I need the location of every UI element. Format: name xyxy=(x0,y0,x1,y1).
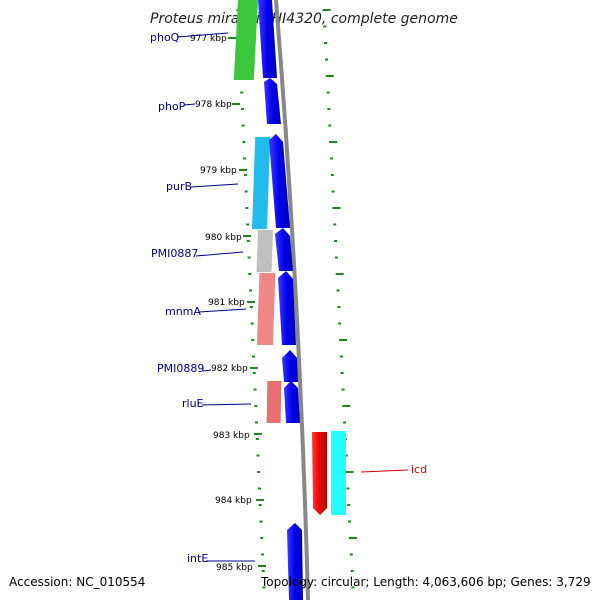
cds-arrow-mnmA xyxy=(278,271,296,345)
cds-arrow-PMI0889 xyxy=(282,350,298,382)
gene-label-text: PMI0889 xyxy=(157,362,204,375)
tick-984: 984 kbp xyxy=(215,496,264,506)
genome-backbone-arc xyxy=(274,0,310,600)
cds-arrow-phoP xyxy=(264,78,281,124)
gene-label-text: phoP xyxy=(158,100,186,113)
cog-track xyxy=(233,0,346,515)
tick-label: 982 kbp xyxy=(211,364,248,374)
gene-label-text: mnmA xyxy=(165,305,201,318)
outer-tick-track xyxy=(322,9,357,589)
gene-label-text: intE xyxy=(187,552,208,565)
tick-label: 984 kbp xyxy=(215,496,252,506)
cds-arrow-PMI0887 xyxy=(275,228,293,271)
tick-980: 980 kbp xyxy=(205,233,251,243)
kbp-ticks: 977 kbp 978 kbp 979 kbp 980 kbp 981 kbp … xyxy=(190,34,266,573)
gene-label-text: icd xyxy=(411,463,427,476)
cds-arrow-purB xyxy=(269,134,290,228)
cds-arrow-rluE xyxy=(284,381,300,423)
cog-segment-purB xyxy=(252,137,271,229)
map-title: Proteus mirabilis HI4320, complete genom… xyxy=(150,11,458,27)
gene-label-PMI0889: PMI0889 xyxy=(157,362,212,375)
tick-label: 977 kbp xyxy=(190,34,227,44)
gene-label-text: purB xyxy=(166,180,192,193)
tick-label: 980 kbp xyxy=(205,233,242,243)
tick-label: 983 kbp xyxy=(213,431,250,441)
cds-track xyxy=(258,0,327,600)
gene-label-mnmA: mnmA xyxy=(165,305,247,318)
tick-983: 983 kbp xyxy=(213,431,262,441)
genome-summary-text: Topology: circular; Length: 4,063,606 bp… xyxy=(260,575,591,589)
gene-label-purB: purB xyxy=(166,180,239,193)
cds-arrow-intE xyxy=(287,523,303,600)
tick-label: 985 kbp xyxy=(216,563,253,573)
tick-981: 981 kbp xyxy=(208,298,255,308)
gene-label-rluE: rluE xyxy=(182,397,252,410)
tick-label: 981 kbp xyxy=(208,298,245,308)
tick-label: 978 kbp xyxy=(195,100,232,110)
cds-arrow-icd xyxy=(312,432,327,515)
cds-arrow-phoQ xyxy=(258,0,277,78)
gene-labels: phoQ phoP purB PMI0887 mnmA PMI0889 rluE xyxy=(150,31,427,565)
accession-text: Accession: NC_010554 xyxy=(9,575,145,589)
cog-segment-rluE xyxy=(266,381,282,423)
gene-label-PMI0887: PMI0887 xyxy=(151,247,244,260)
gene-label-icd: icd xyxy=(360,463,427,476)
cog-segment-PMI0887 xyxy=(256,230,273,272)
gene-label-phoP: phoP xyxy=(158,100,196,113)
cog-segment-mnmA xyxy=(256,273,276,345)
inner-tick-track xyxy=(236,9,266,589)
gene-label-phoQ: phoQ xyxy=(150,31,229,44)
tick-978: 978 kbp xyxy=(195,100,240,110)
cog-segment-icd xyxy=(331,431,346,515)
gene-label-text: PMI0887 xyxy=(151,247,198,260)
gene-label-text: phoQ xyxy=(150,31,180,44)
tick-982: 982 kbp xyxy=(211,364,258,374)
tick-985: 985 kbp xyxy=(216,563,266,573)
cog-segment-phoQ xyxy=(233,0,258,80)
gene-label-text: rluE xyxy=(182,397,204,410)
gene-label-intE: intE xyxy=(187,552,255,565)
tick-977: 977 kbp xyxy=(190,34,236,44)
tick-label: 979 kbp xyxy=(200,166,237,176)
tick-979: 979 kbp xyxy=(200,166,247,176)
